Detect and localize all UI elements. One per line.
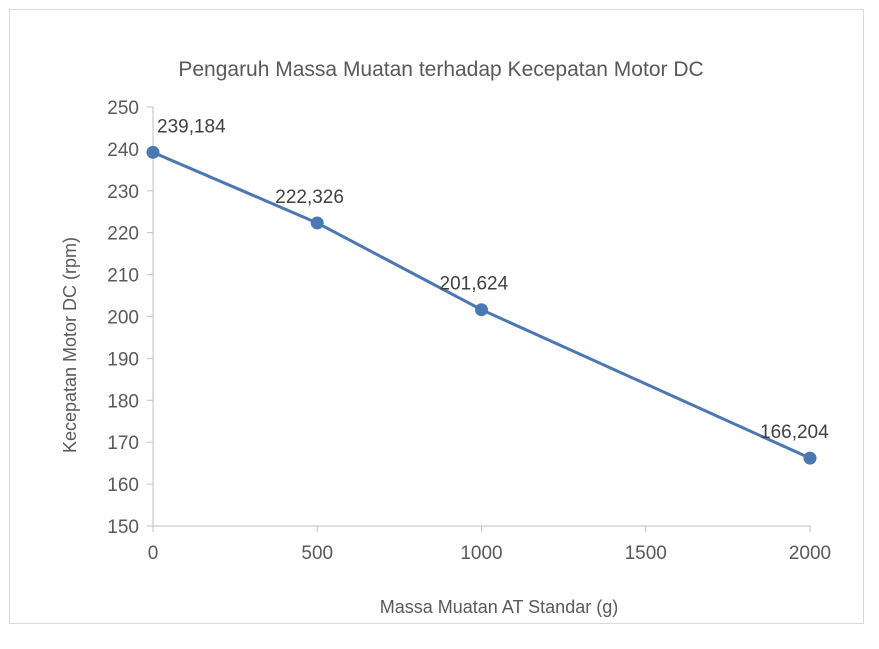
data-point [475, 303, 488, 317]
plot-area: 150 160 170 180 190 200 210 220 230 240 250 0 500 100… [107, 98, 831, 564]
data-point [146, 145, 160, 159]
chart-frame: Pengaruh Massa Muatan terhadap Kecepatan… [9, 9, 864, 624]
data-label: 201,624 [440, 274, 509, 295]
x-tick-label: 2000 [789, 543, 831, 564]
chart-title: Pengaruh Massa Muatan terhadap Kecepatan… [178, 58, 703, 81]
y-tick-label: 160 [107, 475, 139, 496]
y-axis-title: Kecepatan Motor DC (rpm) [60, 237, 80, 453]
y-tick-label: 150 [107, 517, 139, 538]
y-tick-label: 170 [107, 433, 139, 454]
x-axis-title: Massa Muatan AT Standar (g) [380, 597, 618, 617]
y-tick-label: 210 [107, 266, 139, 287]
y-tick-label: 200 [107, 308, 139, 329]
x-tick-label: 1000 [460, 543, 502, 564]
y-tick-label: 190 [107, 349, 139, 370]
y-tick-label: 240 [107, 140, 139, 161]
data-point [803, 451, 817, 465]
data-point [310, 216, 324, 230]
data-label: 239,184 [157, 116, 226, 137]
y-tick-label: 230 [107, 182, 139, 203]
x-tick-label: 1500 [625, 543, 667, 564]
y-tick-label: 180 [107, 391, 139, 412]
x-tick-label: 0 [148, 543, 159, 564]
x-tick-label: 500 [301, 543, 333, 564]
data-label: 166,204 [760, 422, 829, 443]
chart-svg: Pengaruh Massa Muatan terhadap Kecepatan… [60, 58, 831, 617]
data-label: 222,326 [275, 187, 344, 208]
y-tick-label: 220 [107, 224, 139, 245]
series-line [151, 150, 812, 460]
y-tick-label: 250 [107, 98, 139, 119]
